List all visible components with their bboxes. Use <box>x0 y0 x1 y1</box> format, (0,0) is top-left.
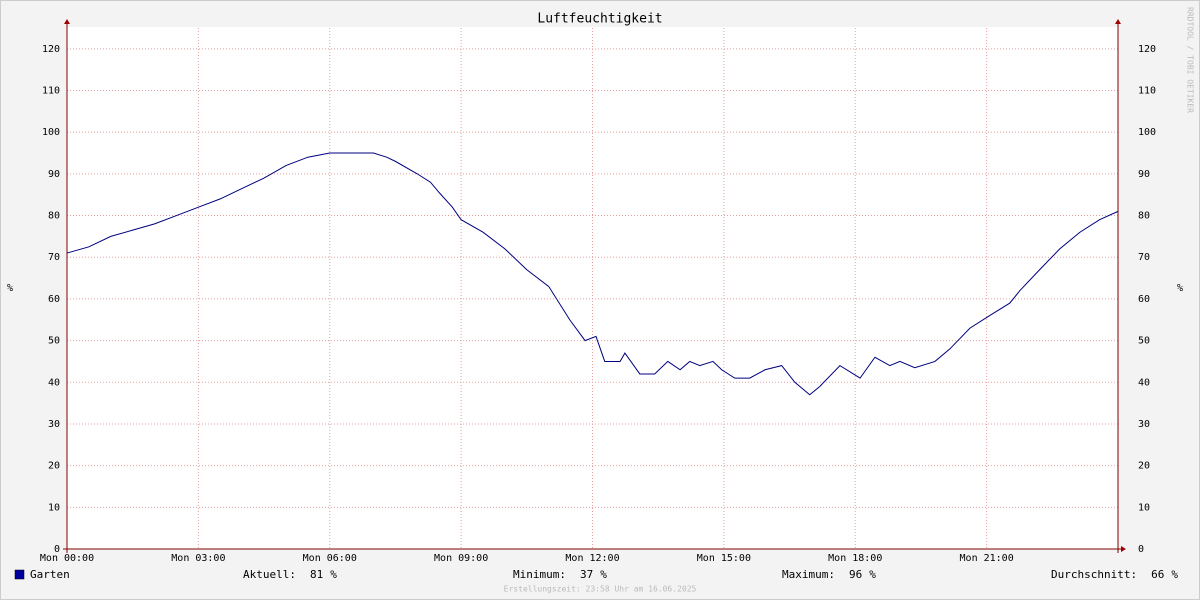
axis-arrow <box>1115 19 1121 24</box>
footer: Erstellungszeit: 23:58 Uhr am 16.06.2025 <box>504 585 697 594</box>
y-axis-label: % <box>7 283 13 294</box>
stat-label: Minimum: <box>513 568 566 581</box>
x-tick-label: Mon 21:00 <box>960 553 1014 564</box>
stat: Durchschnitt: 66% <box>1051 568 1178 581</box>
stat-value: 37 <box>580 568 593 581</box>
y-tick-label-right: 0 <box>1138 544 1144 555</box>
stat-unit: % <box>1171 568 1178 581</box>
chart-title: Luftfeuchtigkeit <box>537 12 662 27</box>
x-tick-label: Mon 18:00 <box>828 553 882 564</box>
data-line <box>66 152 1119 396</box>
y-tick-label: 70 <box>48 252 60 263</box>
y-tick-label-right: 100 <box>1138 127 1156 138</box>
y-tick-label: 10 <box>48 502 60 513</box>
y-tick-label-right: 80 <box>1138 211 1150 222</box>
y-tick-label: 50 <box>48 336 60 347</box>
stat: Minimum: 37% <box>513 568 607 581</box>
y-tick-label-right: 70 <box>1138 252 1150 263</box>
x-tick-label: Mon 00:00 <box>40 553 94 564</box>
y-tick-label-right: 50 <box>1138 336 1150 347</box>
y-tick-label-right: 30 <box>1138 419 1150 430</box>
x-tick-label: Mon 12:00 <box>565 553 619 564</box>
y-tick-label: 30 <box>48 419 60 430</box>
axis-arrow <box>1121 546 1126 552</box>
stat-value: 96 <box>849 568 862 581</box>
x-tick-label: Mon 15:00 <box>697 553 751 564</box>
legend-label: Garten <box>30 568 70 581</box>
x-tick-label: Mon 03:00 <box>171 553 225 564</box>
stat-value: 81 <box>310 568 323 581</box>
y-tick-label-right: 10 <box>1138 502 1150 513</box>
stat: Maximum: 96% <box>782 568 876 581</box>
stat-unit: % <box>330 568 337 581</box>
stat-value: 66 <box>1151 568 1164 581</box>
y-tick-label: 100 <box>42 127 60 138</box>
y-tick-label: 80 <box>48 211 60 222</box>
axis-arrow <box>64 19 70 24</box>
y-tick-label-right: 40 <box>1138 377 1150 388</box>
y-tick-label: 20 <box>48 461 60 472</box>
y-tick-label: 40 <box>48 377 60 388</box>
x-tick-label: Mon 06:00 <box>303 553 357 564</box>
plot-area <box>67 27 1118 549</box>
y-tick-label: 120 <box>42 44 60 55</box>
y-tick-label: 0 <box>54 544 60 555</box>
y-tick-label: 110 <box>42 86 60 97</box>
y-tick-label: 90 <box>48 169 60 180</box>
y-tick-label-right: 110 <box>1138 86 1156 97</box>
stat-unit: % <box>600 568 607 581</box>
stat-unit: % <box>869 568 876 581</box>
y-tick-label: 60 <box>48 294 60 305</box>
y-tick-label-right: 20 <box>1138 461 1150 472</box>
stat-label: Maximum: <box>782 568 835 581</box>
y-tick-label-right: 60 <box>1138 294 1150 305</box>
legend-swatch <box>14 569 25 580</box>
watermark: RRDTOOL / TOBI OETIKER <box>1186 7 1195 113</box>
y-tick-label-right: 120 <box>1138 44 1156 55</box>
y-axis-label-right: % <box>1177 283 1183 294</box>
y-tick-label-right: 90 <box>1138 169 1150 180</box>
stat-label: Aktuell: <box>243 568 296 581</box>
x-tick-label: Mon 09:00 <box>434 553 488 564</box>
stat-label: Durchschnitt: <box>1051 568 1137 581</box>
stat: Aktuell: 81% <box>243 568 337 581</box>
